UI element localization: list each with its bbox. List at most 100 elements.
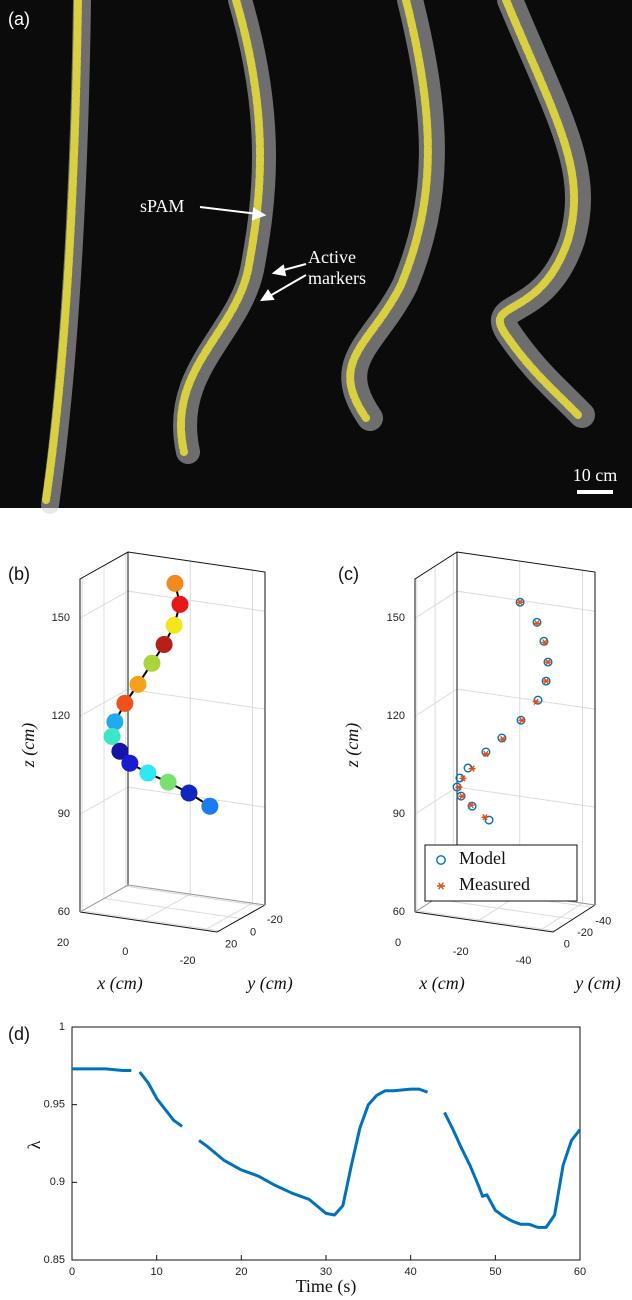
annotation: sPAM: [140, 196, 184, 216]
panel-label: (b): [8, 564, 30, 584]
z-tick-label: 60: [393, 906, 405, 918]
robot-markers: [346, 0, 432, 422]
z-tick-label: 60: [58, 906, 70, 918]
robot-markers: [177, 0, 264, 456]
annotation: Active: [308, 247, 356, 267]
scale-bar-label: 10 cm: [573, 465, 618, 485]
robot-markers: [495, 0, 582, 419]
x-tick-label: 30: [320, 1266, 332, 1278]
point: [541, 639, 549, 646]
y-tick-label: 0.85: [44, 1254, 65, 1266]
point: [544, 658, 552, 666]
point: [165, 616, 183, 634]
z-tick-label: 150: [52, 612, 70, 624]
point: [532, 698, 540, 706]
z-axis-label: z (cm): [18, 723, 39, 768]
photo-background: [0, 0, 632, 508]
point: [468, 765, 476, 772]
robots: [41, 0, 595, 514]
legend-label: Measured: [459, 874, 530, 894]
point: [532, 617, 542, 627]
z-axis-label: z (cm): [342, 723, 363, 768]
arrow-head: [251, 207, 267, 221]
y-axis-label: y (cm): [573, 973, 620, 994]
legend-label: Model: [459, 848, 506, 868]
y-tick-label: 0.9: [50, 1176, 65, 1188]
axis-box: [79, 551, 266, 933]
data-line: [72, 1067, 582, 1229]
point: [139, 764, 157, 782]
point: [116, 694, 134, 712]
legend-marker: [436, 855, 446, 865]
legend-marker: [437, 882, 445, 890]
point: [171, 595, 189, 613]
annotation: markers: [308, 268, 366, 288]
grid-line: [142, 561, 191, 922]
x-tick-label: 0: [69, 1266, 75, 1278]
point: [455, 784, 463, 791]
grid-line: [414, 688, 596, 717]
grid-line: [79, 884, 266, 913]
x-tick-label: 60: [574, 1266, 586, 1278]
panel-label: (d): [8, 1024, 30, 1044]
x-tick-label: -20: [180, 955, 196, 967]
z-tick-label: 90: [58, 808, 70, 820]
point: [458, 793, 466, 800]
point: [484, 815, 494, 825]
x-tick-label: -40: [516, 955, 532, 967]
point: [499, 735, 507, 743]
point: [121, 754, 139, 772]
x-tick-label: 40: [405, 1266, 417, 1278]
point: [201, 797, 219, 815]
plot-frame: [71, 1026, 581, 1261]
x-axis-label: Time (s): [296, 1276, 357, 1297]
point: [103, 727, 121, 745]
x-tick-label: 50: [489, 1266, 501, 1278]
point: [481, 813, 489, 821]
point: [459, 775, 467, 782]
x-tick-label: -20: [453, 946, 469, 958]
z-tick-label: 120: [387, 710, 405, 722]
panel-label: (c): [338, 564, 359, 584]
x-tick-label: 20: [57, 937, 69, 949]
grid-line: [79, 688, 266, 717]
point: [481, 747, 491, 757]
grid-line: [125, 553, 263, 907]
point: [482, 750, 490, 758]
y-tick-label: 20: [225, 939, 237, 951]
arrow-head: [271, 264, 287, 277]
annotation-arrows: [199, 206, 613, 494]
x-axis-label: x (cm): [418, 973, 464, 994]
x-tick-label: 20: [235, 1266, 247, 1278]
y-axis-label: λ: [24, 1140, 44, 1149]
z-tick-label: 150: [387, 612, 405, 624]
point: [467, 801, 477, 811]
grid-line: [414, 590, 596, 619]
x-axis-label: x (cm): [96, 973, 142, 994]
arrow: [267, 274, 307, 298]
point: [106, 713, 124, 731]
y-tick-label: 1: [59, 1021, 65, 1033]
grid-line: [79, 786, 266, 815]
point: [159, 773, 177, 791]
y-tick-label: 0.95: [44, 1099, 65, 1111]
point: [111, 742, 129, 760]
axis-box: [414, 551, 596, 933]
robot-markers: [42, 0, 82, 504]
y-tick-label: 0: [250, 926, 256, 938]
point: [467, 801, 475, 809]
point: [166, 574, 184, 592]
point: [518, 717, 526, 724]
point: [533, 620, 541, 627]
arrow: [199, 206, 259, 215]
point: [542, 677, 550, 685]
axis-floor: [79, 884, 266, 913]
arrow-head: [260, 289, 275, 302]
panel-label: (a): [8, 9, 30, 29]
y-tick-label: -40: [595, 915, 611, 927]
grid-line: [81, 577, 220, 932]
point: [541, 676, 551, 686]
point: [155, 635, 173, 653]
point: [543, 657, 553, 667]
